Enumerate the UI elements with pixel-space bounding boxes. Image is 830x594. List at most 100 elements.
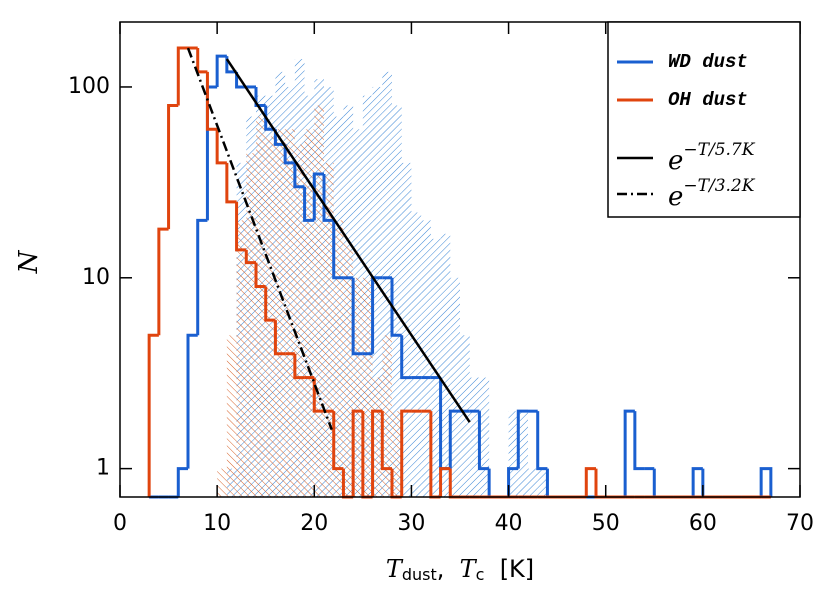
- histogram-step: [312, 377, 324, 413]
- x-label-part: T: [460, 555, 478, 583]
- x-tick-label: 30: [397, 511, 425, 536]
- hatched-bar: [392, 105, 402, 497]
- histogram-step: [545, 468, 558, 499]
- hatched-bar: [382, 71, 392, 498]
- hatched-bar: [469, 377, 480, 497]
- histogram-step: [487, 468, 499, 499]
- x-label-part: dust: [402, 565, 437, 584]
- hatched-bar: [372, 86, 383, 498]
- x-label-part: c: [476, 565, 485, 584]
- histogram-step: [176, 467, 188, 497]
- histogram-step: [235, 201, 247, 252]
- histogram-step: [244, 249, 256, 265]
- histogram-step: [400, 409, 412, 497]
- histogram-step: [273, 320, 286, 356]
- histogram-step: [633, 411, 645, 471]
- histogram-step: [186, 333, 198, 469]
- fit-line: [186, 47, 333, 431]
- histogram-step: [273, 129, 286, 146]
- histogram-step: [225, 162, 237, 204]
- hatched-bar: [246, 153, 256, 497]
- histogram-step: [439, 467, 451, 497]
- histogram-step: [623, 409, 635, 497]
- x-tick-label: 70: [786, 511, 814, 536]
- histogram-step: [215, 129, 227, 165]
- fit-exponent: −T/3.2K: [683, 176, 755, 196]
- histogram-step: [176, 46, 188, 106]
- hatched-bar: [528, 468, 538, 497]
- y-tick-label: 1: [96, 456, 110, 481]
- histogram-step: [701, 468, 713, 499]
- histogram-step: [516, 409, 528, 469]
- histogram-step: [157, 227, 169, 336]
- histogram-step: [400, 335, 412, 380]
- x-tick-label: 50: [592, 511, 620, 536]
- hatched-bar: [285, 129, 295, 497]
- histogram-step: [147, 333, 159, 497]
- hatched-bar: [333, 220, 344, 497]
- hatched-bar: [275, 129, 286, 497]
- histogram-step: [536, 411, 548, 471]
- histogram-step: [225, 56, 237, 74]
- histogram-step: [196, 218, 208, 336]
- histogram-step: [380, 411, 392, 471]
- hatched-bar: [372, 377, 383, 497]
- hatched-bar: [294, 144, 305, 497]
- histogram-step: [312, 172, 324, 221]
- x-label-part: T: [386, 555, 404, 583]
- plot-frame: [119, 21, 801, 498]
- hatched-bar: [314, 105, 324, 497]
- x-tick-label: 40: [495, 511, 523, 536]
- histogram-step: [235, 71, 247, 89]
- hatched-bar: [518, 411, 528, 497]
- histogram-step: [652, 468, 664, 499]
- fit-exponent: −T/5.7K: [683, 140, 755, 160]
- x-tick-label: 0: [113, 511, 127, 536]
- hatched-bar: [324, 162, 334, 498]
- hatched-bar: [304, 129, 315, 497]
- histogram-step: [293, 162, 305, 189]
- histogram-step: [351, 409, 363, 497]
- histogram-step: [254, 262, 266, 289]
- hatched-bar: [265, 136, 276, 497]
- hatched-bar: [343, 244, 354, 497]
- histogram-step: [448, 409, 460, 469]
- fit-base: e: [668, 146, 683, 176]
- histogram-step: [283, 144, 295, 165]
- histogram-step: [264, 105, 276, 131]
- histogram-step: [351, 277, 363, 356]
- hatched-bar: [256, 116, 266, 498]
- histogram-step: [759, 467, 773, 497]
- histogram-step: [215, 54, 227, 87]
- histogram-step: [196, 48, 208, 74]
- fit-line: [225, 58, 471, 423]
- histogram-step: [332, 220, 344, 280]
- x-tick-label: 60: [689, 511, 717, 536]
- histogram-step: [594, 468, 606, 499]
- legend-label: WD dust: [668, 51, 748, 73]
- x-tick-label: 20: [300, 511, 328, 536]
- histogram-step: [477, 411, 490, 471]
- hatched-bar: [226, 335, 237, 497]
- histogram-step: [167, 103, 179, 230]
- hatched-bar: [392, 411, 402, 497]
- y-axis-label: N: [14, 249, 44, 274]
- y-tick-label: 100: [68, 74, 110, 99]
- x-label-part: [K]: [484, 555, 534, 583]
- hatched-bar: [479, 377, 490, 497]
- histogram-step: [691, 467, 703, 497]
- hatched-bar: [362, 277, 373, 497]
- histogram-step: [205, 71, 218, 131]
- hatched-bar: [440, 233, 451, 497]
- hatched-bar: [353, 277, 363, 497]
- x-axis-label: Tdust, Tc [K]: [386, 555, 534, 584]
- x-label-part: ,: [437, 555, 460, 583]
- histogram-step: [254, 86, 266, 107]
- legend-label: e−T/3.2K: [668, 176, 756, 213]
- histogram-step: [293, 353, 305, 380]
- legend-label: e−T/5.7K: [668, 140, 756, 177]
- x-tick-label: 10: [203, 511, 231, 536]
- y-tick-label: 10: [82, 265, 110, 290]
- hatched-bar: [236, 220, 247, 497]
